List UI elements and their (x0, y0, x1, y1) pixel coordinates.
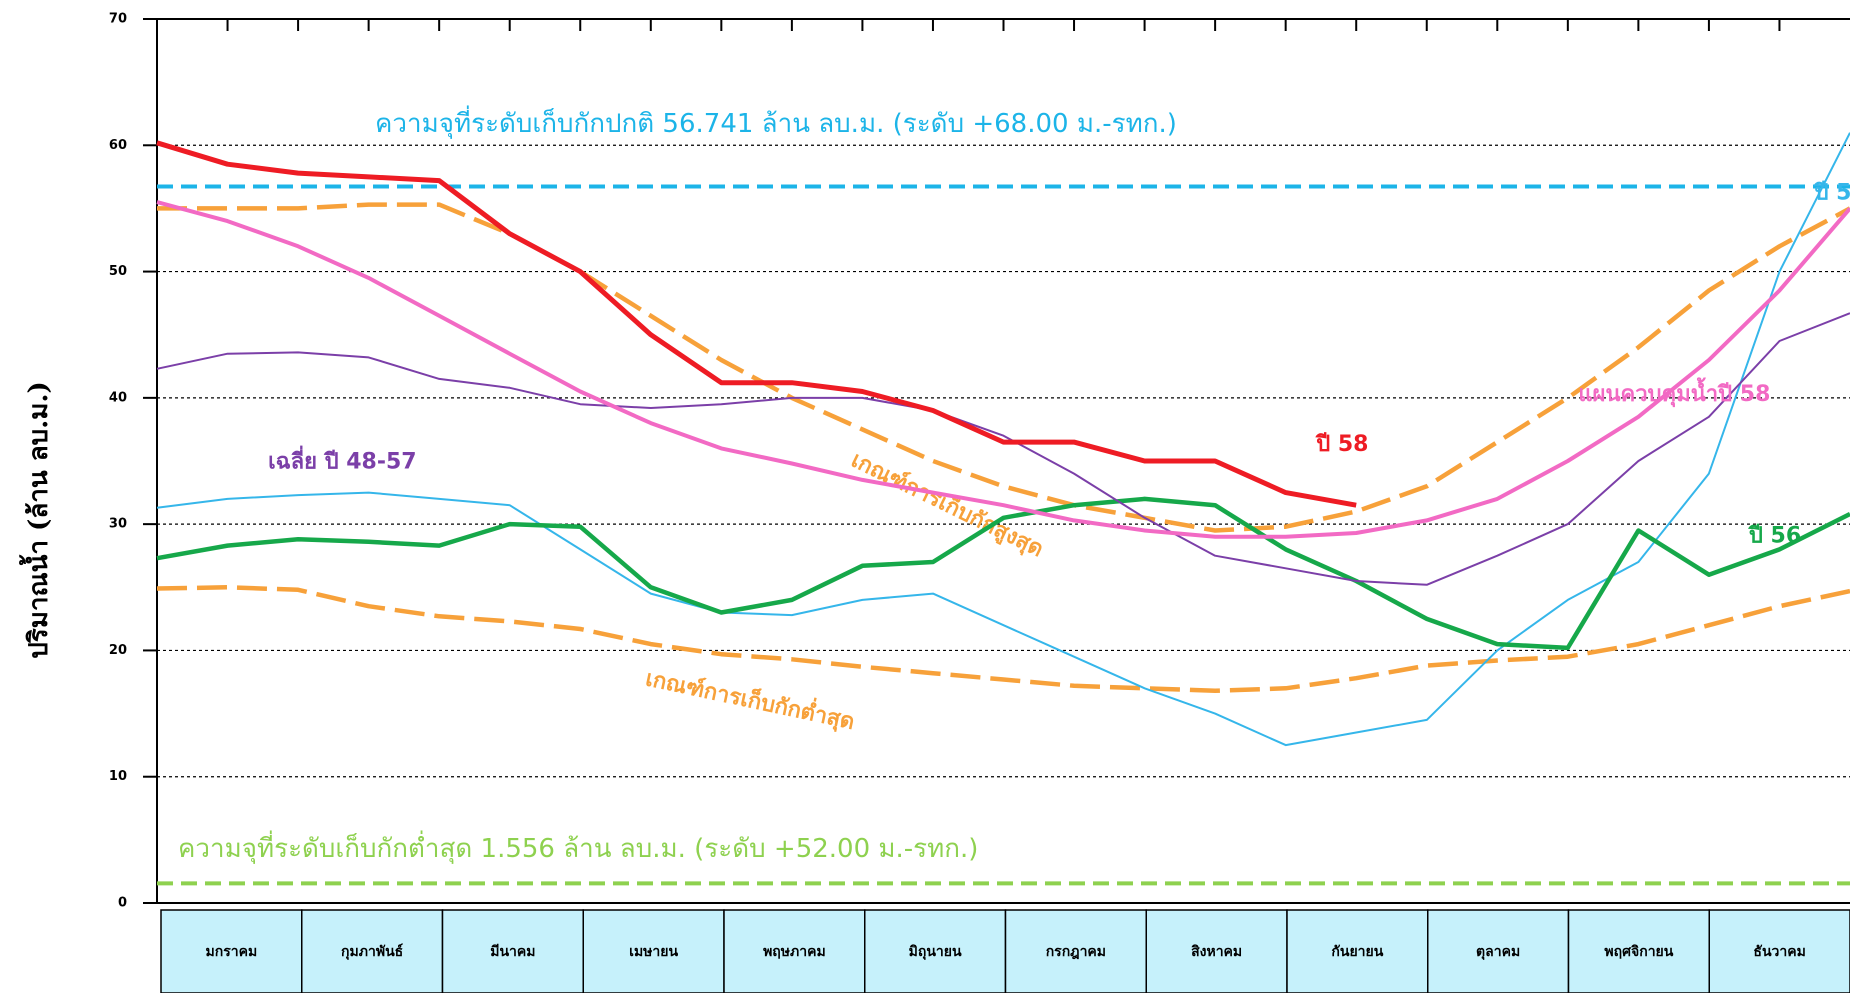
series-label: เกณฑ์การเก็บกักต่ำสุด (643, 662, 858, 737)
series-label: ปี 58 (1315, 432, 1368, 457)
month-cell (160, 909, 303, 993)
month-cell (1145, 909, 1288, 993)
month-cell (1567, 909, 1710, 993)
series-line (156, 200, 1850, 539)
x-tick-label: เมษายน (629, 944, 678, 960)
series-line (156, 312, 1850, 586)
x-tick-label: มกราคม (206, 944, 258, 960)
series-line (156, 132, 1850, 747)
y-tick-label: 70 (109, 12, 127, 27)
series-label: แผนควบคุมน้ำปี 58 (1578, 377, 1770, 408)
x-tick-label: กุมภาพันธ์ (341, 943, 403, 960)
series-label: เฉลี่ย ปี 48-57 (268, 444, 417, 474)
y-tick-label: 60 (109, 138, 127, 153)
x-tick-label: กันยายน (1331, 944, 1383, 960)
y-tick-label: 10 (109, 769, 127, 784)
x-tick-label: กรกฎาคม (1046, 944, 1106, 960)
series-line (156, 496, 1850, 651)
y-tick-label: 0 (118, 896, 127, 911)
x-tick-label: พฤษภาคม (763, 944, 826, 960)
series-label: ปี 56 (1748, 524, 1801, 549)
x-tick-label: พฤศจิกายน (1604, 944, 1673, 960)
x-tick-label: ธันวาคม (1753, 944, 1805, 960)
y-axis-label: ปริมาณน้ำ (ล้าน ลบ.ม.) (18, 381, 54, 658)
y-tick-label: 40 (109, 390, 127, 405)
x-tick-label: มีนาคม (490, 944, 535, 960)
series-line (156, 585, 1850, 694)
y-tick-label: 20 (109, 643, 127, 658)
month-cell (1004, 909, 1147, 993)
month-cell (582, 909, 725, 993)
reference-label: ความจุที่ระดับเก็บกักต่ำสุด 1.556 ล้าน ล… (178, 830, 978, 864)
series-line (157, 202, 1850, 533)
series-line (156, 140, 1357, 508)
series-label: ปี 57 (1813, 181, 1850, 206)
x-tick-label: ตุลาคม (1476, 944, 1520, 960)
reference-label: ความจุที่ระดับเก็บกักปกติ 56.741 ล้าน ลบ… (375, 105, 1177, 139)
series-label: เกณฑ์การเก็บกักสูงสุด (847, 445, 1049, 563)
y-tick-label: 30 (109, 517, 127, 532)
month-cell (1708, 909, 1850, 993)
month-cell (301, 909, 444, 993)
x-tick-label: สิงหาคม (1191, 944, 1243, 960)
x-tick-label: มิถุนายน (909, 944, 962, 960)
month-cell (723, 909, 866, 993)
month-cell (1286, 909, 1429, 993)
y-tick-label: 50 (109, 264, 127, 279)
